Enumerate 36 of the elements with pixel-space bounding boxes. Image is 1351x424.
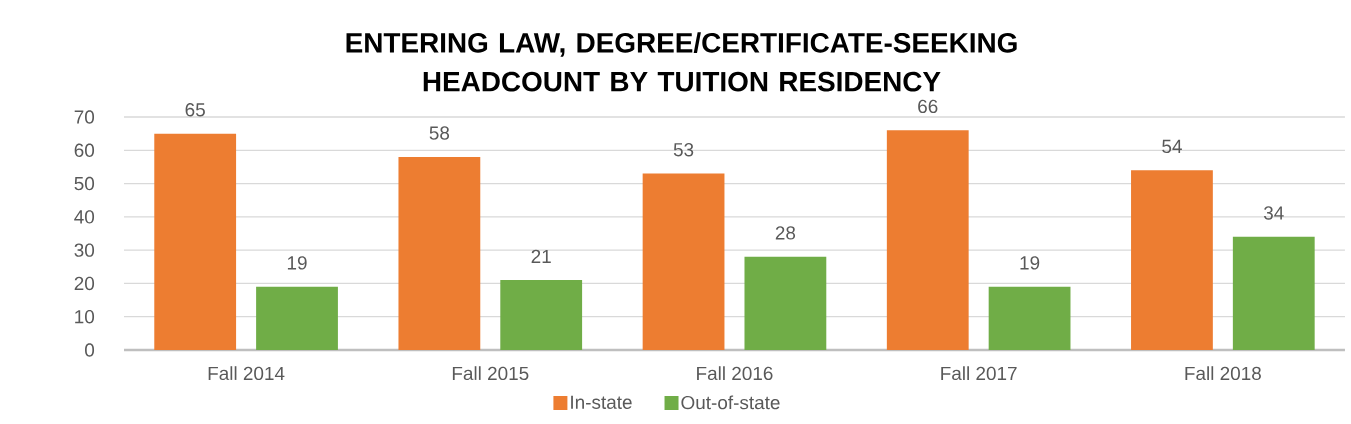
x-tick-label: Fall 2017 — [941, 366, 1017, 381]
y-tick-label: 50 — [74, 176, 95, 191]
bar — [988, 286, 1071, 350]
legend-label: In-state — [571, 395, 632, 409]
bar — [398, 156, 481, 350]
data-label: 65 — [185, 103, 205, 117]
y-tick-label: 70 — [74, 110, 95, 124]
x-tick-label: Fall 2014 — [208, 366, 285, 381]
y-tick-label: 10 — [75, 310, 95, 324]
data-label: 54 — [1162, 139, 1182, 154]
data-label: 53 — [673, 142, 694, 157]
legend-label: Out-of-state — [681, 395, 780, 410]
y-tick-label: 60 — [74, 143, 95, 157]
chart-title: ENTERING LAW, DEGREE/CERTIFICATE-SEEKING HEADCOUNT BY TUITION RESIDENCY — [346, 32, 1017, 92]
y-tick-label: 40 — [74, 210, 95, 224]
bar — [1131, 170, 1213, 350]
data-label: 28 — [775, 226, 796, 240]
bar — [154, 133, 237, 350]
x-tick-label: Fall 2018 — [1185, 366, 1261, 381]
y-tick-label: 30 — [74, 243, 95, 257]
data-label: 58 — [429, 126, 450, 140]
bar — [256, 286, 338, 350]
bar — [642, 173, 725, 350]
y-tick-label: 0 — [85, 343, 95, 357]
data-label: 21 — [531, 249, 551, 263]
bar — [886, 130, 969, 350]
bar — [744, 256, 827, 350]
x-tick-label: Fall 2015 — [452, 366, 529, 381]
data-label: 19 — [287, 256, 307, 270]
data-label: 34 — [1263, 206, 1284, 220]
data-label: 66 — [918, 99, 938, 114]
bar — [500, 280, 583, 350]
x-tick-label: Fall 2016 — [697, 366, 773, 381]
y-tick-label: 20 — [74, 276, 95, 291]
data-label: 19 — [1020, 256, 1040, 270]
bar — [1232, 236, 1315, 350]
